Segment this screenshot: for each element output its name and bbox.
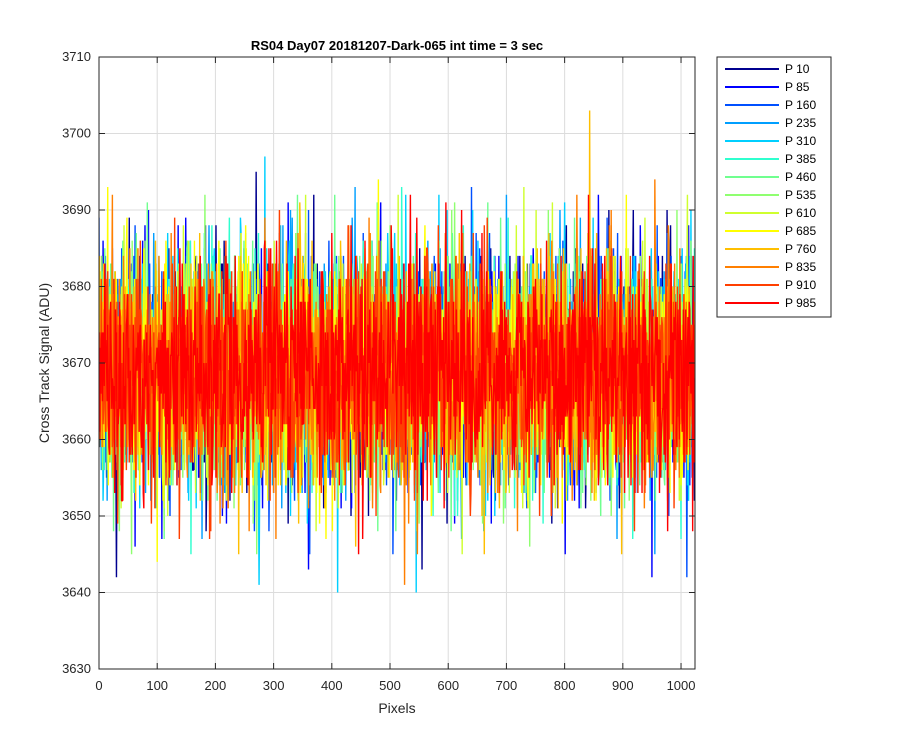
- legend-label: P 385: [785, 152, 816, 166]
- legend-item: P 10: [725, 62, 810, 76]
- x-tick-label: 200: [205, 678, 227, 693]
- x-tick-label: 300: [263, 678, 285, 693]
- y-tick-label: 3660: [62, 432, 91, 447]
- y-tick-label: 3700: [62, 126, 91, 141]
- x-tick-label: 600: [437, 678, 459, 693]
- legend: P 10 P 85 P 160 P 235 P 310 P 385 P 460 P 535 P …: [716, 56, 832, 318]
- legend-item: P 85: [725, 80, 810, 94]
- y-tick-label: 3670: [62, 355, 91, 370]
- ticks: 0 100 200 300 400 500 600 700 800 900 1000 3630 3640…: [62, 49, 695, 693]
- x-tick-label: 900: [612, 678, 634, 693]
- legend-label: P 460: [785, 170, 816, 184]
- series-lines: [99, 110, 695, 593]
- x-tick-label: 700: [496, 678, 518, 693]
- y-tick-label: 3710: [62, 49, 91, 64]
- x-tick-label: 100: [146, 678, 168, 693]
- legend-label: P 835: [785, 260, 816, 274]
- legend-item: P 685: [725, 224, 816, 238]
- legend-label: P 685: [785, 224, 816, 238]
- legend-label: P 610: [785, 206, 816, 220]
- y-tick-label: 3680: [62, 279, 91, 294]
- series-line: [99, 194, 695, 555]
- x-tick-label: 0: [95, 678, 102, 693]
- legend-item: P 310: [725, 134, 816, 148]
- x-tick-label: 500: [379, 678, 401, 693]
- legend-label: P 910: [785, 278, 816, 292]
- x-tick-label: 800: [554, 678, 576, 693]
- y-tick-label: 3690: [62, 202, 91, 217]
- legend-label: P 535: [785, 188, 816, 202]
- legend-item: P 985: [725, 296, 816, 310]
- legend-item: P 160: [725, 98, 816, 112]
- x-axis-label: Pixels: [378, 700, 415, 716]
- y-tick-label: 3650: [62, 508, 91, 523]
- legend-label: P 160: [785, 98, 816, 112]
- legend-item: P 385: [725, 152, 816, 166]
- legend-item: P 760: [725, 242, 816, 256]
- legend-label: P 10: [785, 62, 810, 76]
- legend-item: P 460: [725, 170, 816, 184]
- legend-label: P 85: [785, 80, 810, 94]
- legend-item: P 910: [725, 278, 816, 292]
- x-tick-label: 1000: [667, 678, 696, 693]
- x-tick-label: 400: [321, 678, 343, 693]
- y-tick-label: 3640: [62, 585, 91, 600]
- y-tick-label: 3630: [62, 661, 91, 676]
- legend-item: P 610: [725, 206, 816, 220]
- legend-item: P 535: [725, 188, 816, 202]
- legend-label: P 985: [785, 296, 816, 310]
- legend-item: P 235: [725, 116, 816, 130]
- legend-label: P 235: [785, 116, 816, 130]
- legend-item: P 835: [725, 260, 816, 274]
- legend-label: P 310: [785, 134, 816, 148]
- legend-label: P 760: [785, 242, 816, 256]
- chart-title: RS04 Day07 20181207-Dark-065 int time = …: [251, 38, 543, 53]
- legend-box: [716, 56, 832, 318]
- plot-area: 0 100 200 300 400 500 600 700 800 900 1000 3630 3640…: [62, 49, 696, 693]
- y-axis-label: Cross Track Signal (ADU): [36, 283, 52, 443]
